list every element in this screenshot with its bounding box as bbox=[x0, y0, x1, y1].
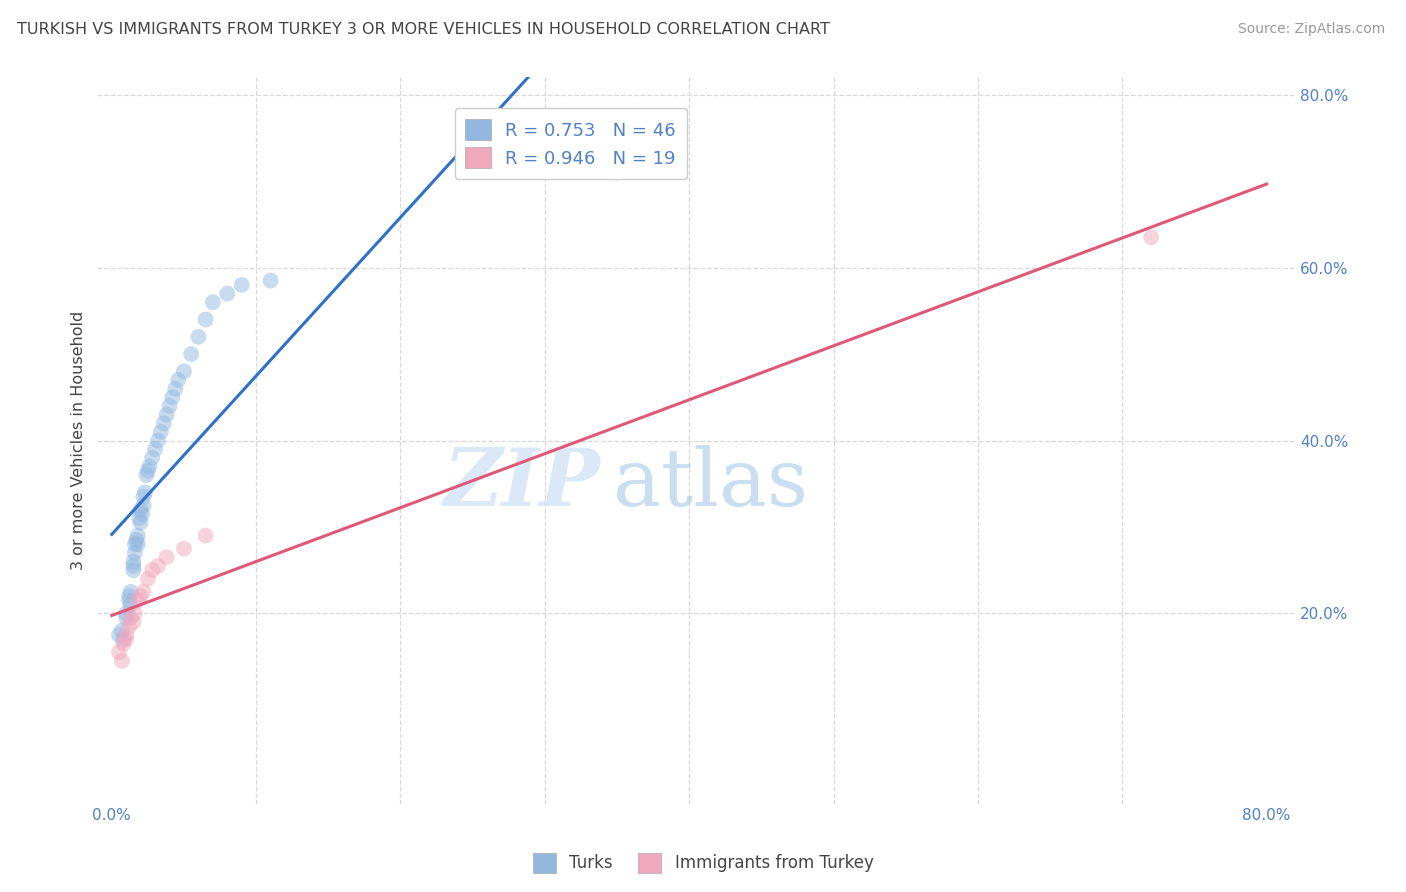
Point bbox=[136, 572, 159, 586]
Y-axis label: 3 or more Vehicles in Household: 3 or more Vehicles in Household bbox=[72, 311, 86, 570]
Point bbox=[115, 611, 138, 625]
Point bbox=[124, 537, 146, 551]
Point bbox=[108, 628, 131, 642]
Legend: R = 0.753   N = 46, R = 0.946   N = 19: R = 0.753 N = 46, R = 0.946 N = 19 bbox=[454, 108, 686, 179]
Point bbox=[217, 286, 239, 301]
Text: Source: ZipAtlas.com: Source: ZipAtlas.com bbox=[1237, 22, 1385, 37]
Point bbox=[165, 382, 187, 396]
Point bbox=[156, 550, 179, 565]
Point bbox=[128, 511, 150, 525]
Point bbox=[120, 584, 142, 599]
Point bbox=[115, 632, 138, 647]
Point bbox=[124, 546, 146, 560]
Point bbox=[156, 408, 179, 422]
Point bbox=[167, 373, 190, 387]
Point bbox=[135, 468, 157, 483]
Point bbox=[122, 558, 145, 573]
Point bbox=[127, 593, 149, 607]
Point bbox=[187, 330, 209, 344]
Point bbox=[146, 558, 169, 573]
Point bbox=[149, 425, 172, 439]
Point bbox=[122, 555, 145, 569]
Point bbox=[143, 442, 166, 457]
Point bbox=[134, 485, 156, 500]
Point bbox=[180, 347, 202, 361]
Point bbox=[108, 645, 131, 659]
Point bbox=[129, 502, 152, 516]
Point bbox=[194, 312, 217, 326]
Legend: Turks, Immigrants from Turkey: Turks, Immigrants from Turkey bbox=[526, 847, 880, 880]
Point bbox=[131, 507, 153, 521]
Point bbox=[127, 528, 149, 542]
Point bbox=[146, 434, 169, 448]
Point bbox=[122, 615, 145, 629]
Point bbox=[127, 537, 149, 551]
Point bbox=[129, 589, 152, 603]
Text: atlas: atlas bbox=[613, 445, 807, 523]
Point bbox=[120, 598, 142, 612]
Point bbox=[201, 295, 224, 310]
Point bbox=[231, 277, 253, 292]
Text: TURKISH VS IMMIGRANTS FROM TURKEY 3 OR MORE VEHICLES IN HOUSEHOLD CORRELATION CH: TURKISH VS IMMIGRANTS FROM TURKEY 3 OR M… bbox=[17, 22, 830, 37]
Point bbox=[159, 399, 181, 413]
Point bbox=[118, 593, 141, 607]
Point bbox=[111, 654, 134, 668]
Point bbox=[120, 611, 142, 625]
Point bbox=[122, 563, 145, 577]
Point bbox=[141, 563, 163, 577]
Point bbox=[125, 533, 148, 547]
Point bbox=[132, 499, 155, 513]
Point bbox=[136, 464, 159, 478]
Point bbox=[1140, 230, 1163, 244]
Point bbox=[112, 632, 135, 647]
Point bbox=[115, 607, 138, 621]
Point bbox=[118, 589, 141, 603]
Point bbox=[259, 274, 281, 288]
Point bbox=[138, 459, 160, 474]
Point bbox=[162, 390, 184, 404]
Point bbox=[173, 541, 195, 556]
Point bbox=[173, 364, 195, 378]
Point bbox=[129, 516, 152, 530]
Point bbox=[112, 637, 135, 651]
Point bbox=[194, 528, 217, 542]
Point bbox=[141, 450, 163, 465]
Point bbox=[115, 628, 138, 642]
Point bbox=[111, 624, 134, 638]
Point bbox=[606, 165, 628, 179]
Point bbox=[132, 584, 155, 599]
Text: ZIP: ZIP bbox=[444, 445, 600, 523]
Point bbox=[118, 619, 141, 633]
Point bbox=[152, 416, 174, 430]
Point bbox=[132, 490, 155, 504]
Point bbox=[124, 607, 146, 621]
